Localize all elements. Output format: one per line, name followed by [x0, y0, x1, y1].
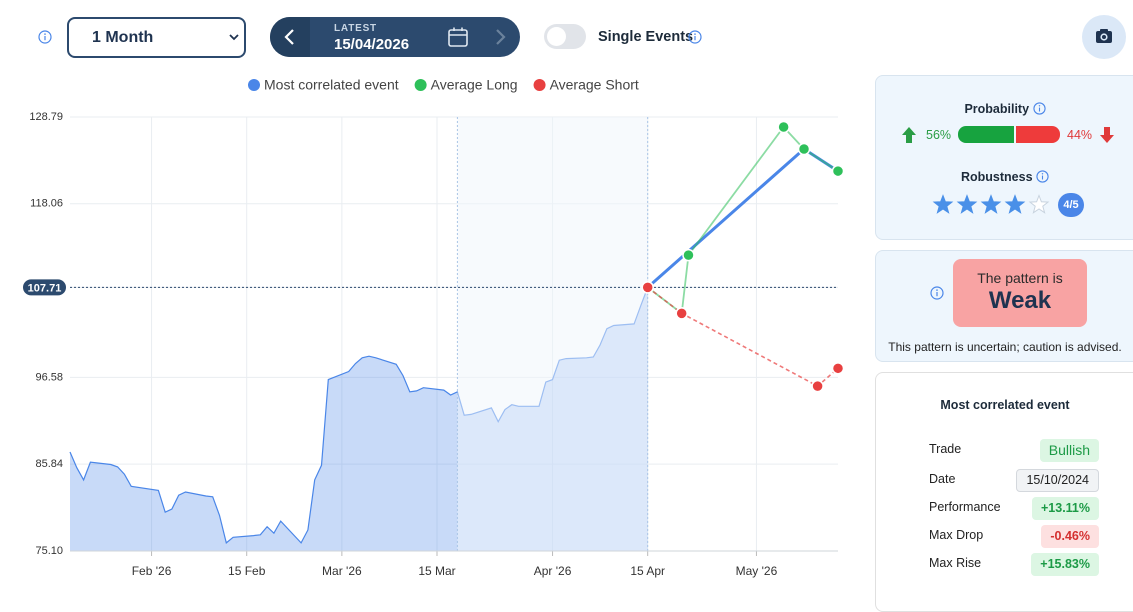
x-tick-label: Mar '26 [322, 564, 362, 578]
probability-down: 44% [1067, 128, 1093, 142]
y-tick-label: 85.84 [35, 458, 63, 470]
event-row-value: +15.83% [1031, 553, 1099, 576]
calendar-button[interactable] [447, 26, 469, 48]
current-value-pill [23, 279, 66, 296]
pattern-prefix: The pattern is [977, 270, 1063, 286]
legend-swatch [248, 79, 260, 91]
highlight-band [457, 117, 648, 551]
event-row-label: Trade [929, 442, 962, 456]
event-row-label: Max Drop [929, 528, 984, 542]
legend-swatch [414, 79, 427, 91]
down-arrow [1100, 127, 1114, 143]
robustness-title-text: Robustness [960, 170, 1033, 184]
y-tick-label: 75.10 [35, 545, 63, 557]
chart: 75.10 85.84 96.58 107.71 118.06 128.79 Feb '26… [23, 77, 845, 578]
point-marker [675, 307, 688, 320]
robustness-star [980, 194, 1002, 214]
series-line [647, 125, 839, 315]
info-icon[interactable] [1036, 170, 1049, 183]
legend-label: Average Short [550, 77, 639, 93]
point-marker [831, 164, 845, 178]
event-row-label: Max Rise [929, 556, 982, 570]
pattern-box: The pattern is Weak [953, 259, 1087, 327]
series-line [647, 286, 839, 388]
point-marker [682, 248, 695, 262]
x-tick-label: 15 Apr [630, 564, 665, 578]
event-row-label: Performance [929, 500, 1001, 514]
legend-swatch [533, 79, 546, 91]
point-marker [777, 120, 790, 134]
probability-title-text: Probability [964, 102, 1030, 116]
series-line [646, 147, 839, 289]
event-row-value: +13.11% [1031, 497, 1099, 520]
point-marker [641, 281, 654, 294]
event-title: Most correlated event [940, 398, 1070, 412]
event-row-label: Date [929, 472, 956, 486]
page: 75.10 85.84 96.58 107.71 118.06 128.79 Feb '26… [23, 15, 1133, 612]
robustness-star [1004, 194, 1026, 214]
probability-title: Probability [876, 102, 1133, 116]
info-icon[interactable] [38, 30, 52, 44]
toggle-label: Single Events [598, 29, 694, 45]
event-row-value: 15/10/2024 [1016, 469, 1099, 492]
x-tick-label: 15 Feb [228, 564, 266, 578]
x-tick-label: Apr '26 [534, 564, 572, 578]
up-arrow [902, 127, 916, 143]
event-row-value: -0.46% [1041, 525, 1099, 548]
pattern-strength: Weak [988, 287, 1052, 314]
y-tick-label: 118.06 [30, 198, 63, 210]
info-icon[interactable] [1032, 102, 1046, 115]
chevron [229, 34, 239, 41]
info-icon[interactable] [930, 286, 944, 300]
x-tick-label: 15 Mar [418, 564, 455, 578]
probability-up-bar [958, 126, 1014, 143]
x-tick-label: May '26 [736, 564, 778, 578]
robustness-title: Robustness [876, 170, 1133, 184]
robustness-star [956, 194, 978, 214]
robustness-badge: 4/5 [1058, 193, 1084, 217]
screenshot-button[interactable] [1082, 15, 1126, 59]
prev-button[interactable] [270, 17, 310, 57]
robustness-stars [932, 194, 1050, 214]
y-tick-label: 96.58 [35, 371, 63, 383]
x-tick-label: Feb '26 [132, 564, 172, 578]
date-navigator: LATEST 15/04/2026 [270, 17, 520, 57]
info-icon[interactable] [688, 30, 702, 44]
stats-panel: Probability 56% 44% Robustness 4/5 [875, 75, 1133, 240]
pattern-panel: The pattern is Weak This pattern is unce… [875, 250, 1133, 362]
probability-bar [958, 126, 1060, 143]
robustness-star [1028, 194, 1050, 214]
point-marker [797, 142, 811, 156]
point-marker [811, 379, 824, 393]
y-tick-label: 107.71 [28, 282, 62, 294]
point-marker [831, 362, 845, 375]
event-row-value: Bullish [1039, 439, 1099, 462]
latest-label: LATEST [334, 23, 377, 34]
probability-down-bar [1016, 126, 1060, 143]
pattern-note: This pattern is uncertain; caution is ad… [888, 340, 1122, 354]
probability-up: 56% [926, 128, 952, 142]
next-button[interactable] [480, 17, 520, 57]
single-events-toggle[interactable] [544, 24, 586, 49]
prev-icon [284, 29, 294, 45]
robustness-star [932, 194, 954, 214]
period-select[interactable]: 1 Month [67, 17, 246, 58]
latest-date: 15/04/2026 [334, 36, 410, 53]
period-value: 1 Month [92, 29, 154, 46]
y-tick-label: 128.79 [29, 111, 63, 123]
legend-label: Average Long [431, 77, 518, 93]
event-panel: Most correlated event Trade Bullish Date 15… [875, 372, 1133, 612]
legend-label: Most correlated event [264, 77, 399, 93]
